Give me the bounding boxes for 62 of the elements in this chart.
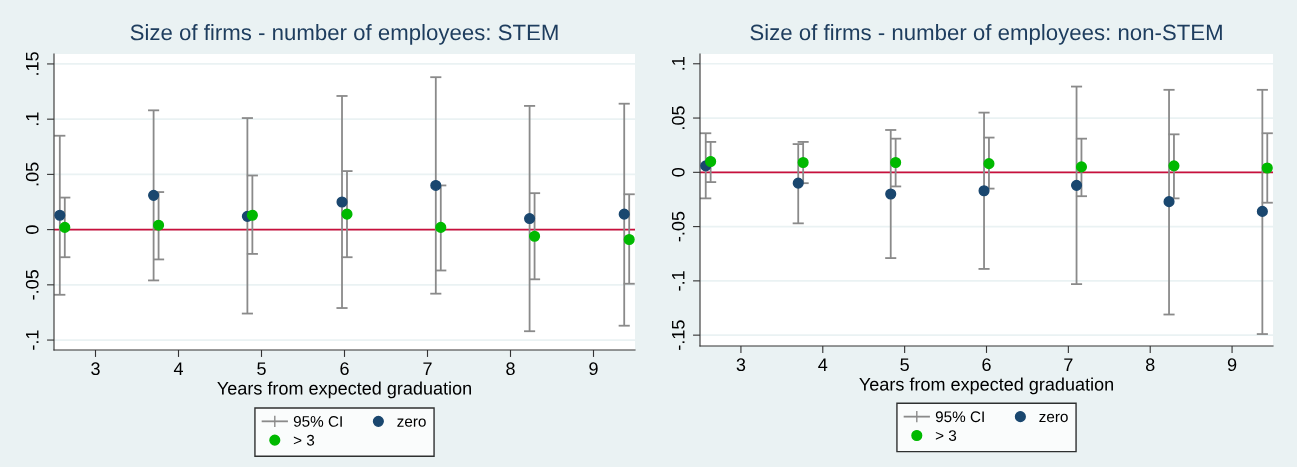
point (1070, 179, 1083, 191)
point (524, 213, 536, 225)
y-tick-label: -.05 (25, 270, 39, 300)
x-tick-label: 8 (506, 362, 515, 376)
point (1168, 160, 1180, 172)
point (797, 156, 809, 169)
point (148, 189, 160, 201)
y-tick-label: 0 (671, 168, 685, 177)
point (435, 221, 447, 233)
x-tick-label: 7 (1064, 358, 1073, 371)
x-tick-label: 8 (1145, 358, 1155, 372)
point (885, 188, 897, 200)
y-tick-label: -.1 (26, 330, 39, 350)
x-tick-label: 6 (340, 362, 349, 376)
y-tick-label: -.05 (671, 211, 685, 242)
legend-label: > 3 (293, 434, 315, 446)
x-tick-label: 3 (91, 362, 100, 376)
point (792, 177, 804, 189)
point (341, 208, 353, 220)
x-tick-label: 6 (982, 358, 991, 372)
point (890, 156, 902, 169)
x-tick-label: 7 (423, 362, 432, 375)
point (983, 158, 995, 170)
point (705, 155, 717, 168)
x-tick-label: 9 (1227, 358, 1237, 372)
y-tick-label: 0 (25, 225, 39, 234)
legend-label: > 3 (935, 430, 957, 441)
point (153, 219, 165, 231)
chart-title: Size of firms - number of employees: STEM (130, 24, 558, 45)
x-tick-label: 9 (589, 362, 598, 376)
x-tick-label: 5 (257, 362, 266, 376)
text: 95% CI (293, 416, 342, 427)
point (336, 196, 348, 208)
point (978, 185, 990, 197)
y-tick-label: .1 (26, 112, 39, 126)
y-tick-label: .05 (25, 162, 39, 186)
point (430, 179, 442, 191)
point (529, 230, 541, 242)
point (1256, 205, 1268, 217)
y-tick-label: -.1 (672, 271, 685, 291)
point (1075, 161, 1088, 173)
point (246, 209, 258, 221)
point (623, 233, 635, 246)
x-axis-title: Years from expected graduation (859, 377, 1113, 395)
y-tick-label: -.15 (672, 320, 685, 350)
point (54, 209, 66, 221)
y-tick-label: .15 (26, 52, 39, 75)
point (59, 221, 71, 233)
x-axis-title: Years from expected graduation (217, 381, 471, 399)
y-tick-label: .1 (672, 57, 685, 70)
y-tick-label: .05 (671, 106, 685, 129)
legend-label: zero (1039, 413, 1068, 423)
point (618, 208, 630, 220)
chart-title: Size of firms - number of employees: non-STEM (750, 24, 1222, 45)
x-tick-label: 5 (900, 358, 909, 372)
legend-label: zero (397, 418, 426, 427)
x-tick-label: 4 (173, 362, 183, 375)
point (1261, 162, 1273, 174)
x-tick-label: 3 (736, 358, 746, 372)
text: 95% CI (935, 411, 984, 423)
x-tick-label: 4 (818, 358, 828, 371)
point (1163, 196, 1175, 208)
